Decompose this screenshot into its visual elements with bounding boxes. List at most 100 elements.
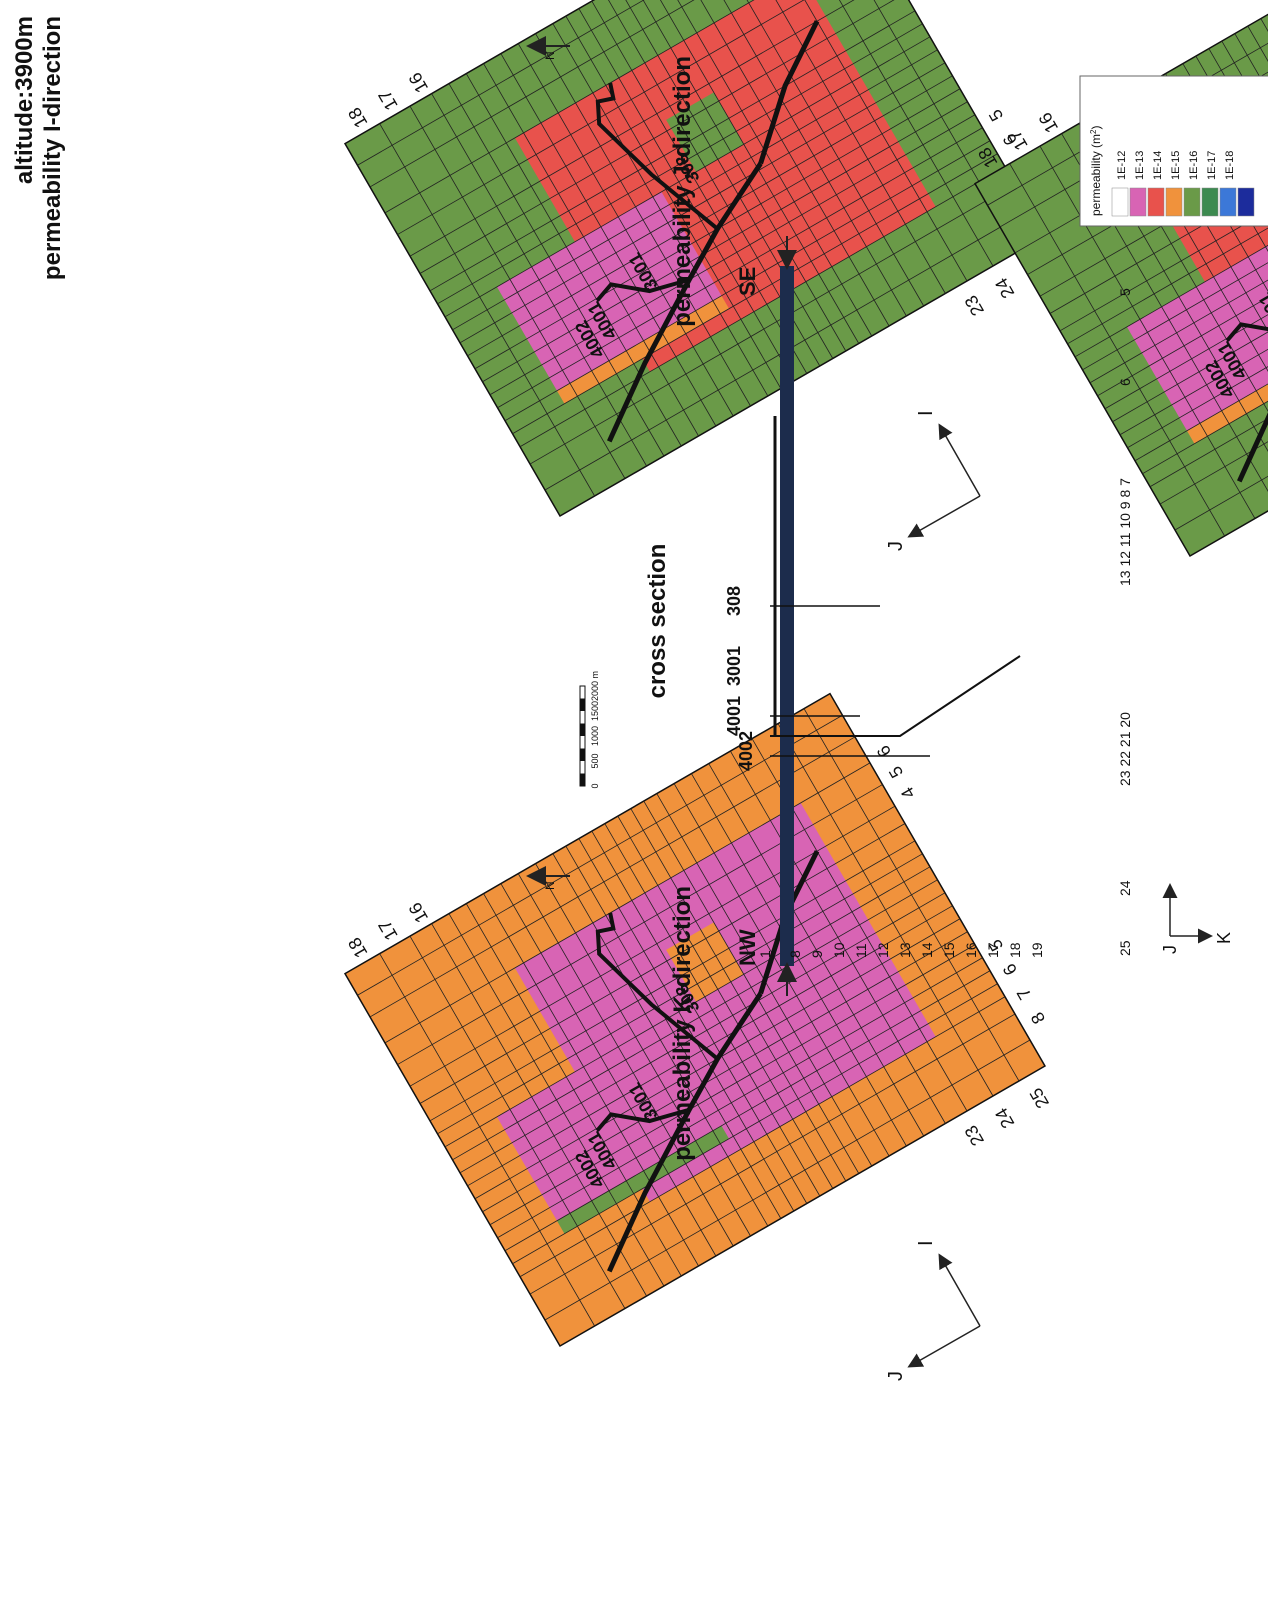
- legend-swatch: [1238, 188, 1254, 216]
- layer-label: 10: [831, 942, 847, 958]
- layer-label: 16: [963, 942, 979, 958]
- column-label: 23 22 21 20: [1117, 712, 1133, 786]
- panel-k-direction: 4002400130013082524238765456161718IJN050…: [332, 657, 1087, 1381]
- i-tick-label-left: 6: [999, 960, 1021, 979]
- layer-label: 15: [941, 942, 957, 958]
- layer-label: 19: [1029, 942, 1045, 958]
- section-axis-k-label: K: [1214, 932, 1234, 944]
- axis-j-arrow: [910, 496, 980, 536]
- axis-j-label: J: [885, 1371, 907, 1381]
- j-tick-label-right: 17: [1004, 127, 1031, 154]
- page-title: altitude:3900m: [11, 16, 38, 184]
- scale-bar-tick: 1500: [590, 701, 600, 721]
- column-label: 5: [1117, 288, 1133, 296]
- legend-swatch: [1112, 188, 1128, 216]
- legend-swatch: [1166, 188, 1182, 216]
- section-band: [780, 266, 794, 966]
- scale-bar-tick: 0: [590, 783, 600, 788]
- layer-label: 9: [809, 950, 825, 958]
- section-label-3001: 3001: [724, 646, 744, 686]
- layer-label: 14: [919, 942, 935, 958]
- legend-swatch: [1130, 188, 1146, 216]
- axis-indicator: IJ: [885, 410, 980, 551]
- i-tick-label-left: 5: [985, 106, 1007, 125]
- column-label: 13 12 11 10 9 8 7: [1117, 478, 1133, 586]
- axis-j-arrow: [910, 1326, 980, 1366]
- i-tick-label-right: 4: [897, 784, 919, 803]
- layer-label: 8: [787, 950, 803, 958]
- section-end-nw: NW: [735, 929, 760, 966]
- legend-label: 1E-18: [1224, 151, 1236, 180]
- i-tick-label-right: 5: [885, 763, 907, 782]
- legend-swatch: [1202, 188, 1218, 216]
- rotated-figure: 4002400130013082524238765456161718IJN050…: [11, 0, 1268, 1381]
- i-tick-label-left: 8: [1027, 1009, 1049, 1028]
- axis-i-arrow: [940, 1256, 980, 1326]
- legend-title: permeability (m2): [1089, 126, 1104, 216]
- j-tick-label: 24: [991, 274, 1018, 301]
- column-label: 24: [1117, 880, 1133, 896]
- scale-bar-tick: 500: [590, 753, 600, 768]
- j-tick-label-right: 18: [344, 104, 371, 131]
- layer-label: 18: [1007, 942, 1023, 958]
- panel-i-direction: 4002400130013082524238765456161718IJN050…: [332, 0, 1087, 551]
- i-tick-label-right: 6: [873, 742, 895, 761]
- legend: permeability (m2) 1E-12 1E-13 1E-14 1E-15 1E-…: [1080, 76, 1268, 226]
- legend-title-end: ): [1089, 126, 1103, 130]
- legend-swatch: [1148, 188, 1164, 216]
- legend-label: 1E-13: [1134, 151, 1146, 180]
- legend-label: 1E-17: [1206, 151, 1218, 180]
- i-tick-label-left: 7: [1013, 984, 1035, 1003]
- scale-bar-segment: [580, 724, 585, 737]
- layer-label: 12: [875, 942, 891, 958]
- scale-bar-tick: 2000 m: [590, 671, 600, 701]
- layer-label: 1: [757, 950, 773, 958]
- cross-section-title: cross section: [644, 544, 671, 699]
- section-axis-indicator: JK: [1160, 886, 1234, 954]
- j-tick-label: 23: [961, 1122, 988, 1149]
- j-tick-label: 25: [1026, 1084, 1053, 1111]
- legend-label: 1E-16: [1188, 151, 1200, 180]
- layer-label: 17: [985, 942, 1001, 958]
- axis-i-arrow: [940, 426, 980, 496]
- j-tick-label-right: 16: [405, 69, 432, 96]
- axis-j-label: J: [885, 541, 907, 551]
- axis-indicator: IJ: [885, 1240, 980, 1381]
- scale-bar-segment: [580, 699, 585, 712]
- layer-label: 13: [897, 942, 913, 958]
- j-tick-label-right: 16: [1035, 109, 1062, 136]
- scale-bar-tick: 1000: [590, 726, 600, 746]
- j-tick-label-right: 17: [374, 917, 401, 944]
- scale-bar-segment: [580, 749, 585, 762]
- layer-label: 11: [853, 943, 869, 958]
- section-label-4001: 4001: [724, 696, 744, 736]
- legend-label: 1E-15: [1170, 151, 1182, 180]
- j-tick-label: 24: [991, 1104, 1018, 1131]
- column-label: 6: [1117, 378, 1133, 386]
- axis-i-label: I: [915, 1240, 937, 1246]
- column-label: 25: [1117, 940, 1133, 956]
- section-end-se: SE: [735, 267, 760, 296]
- legend-label: 1E-14: [1152, 151, 1164, 180]
- scale-bar-segment: [580, 774, 585, 787]
- panel-k-title: permeability K-direction: [669, 886, 696, 1161]
- north-label: N: [543, 881, 557, 890]
- j-tick-label: 23: [961, 292, 988, 319]
- j-tick-label-right: 16: [405, 899, 432, 926]
- legend-label: 1E-12: [1116, 151, 1128, 180]
- panel-i-title: permeability I-direction: [39, 16, 66, 280]
- j-tick-label-right: 17: [374, 87, 401, 114]
- j-tick-label-right: 18: [344, 934, 371, 961]
- axis-i-label: I: [915, 410, 937, 416]
- north-label: N: [543, 51, 557, 60]
- panel-j-title: permeability J-direction: [669, 56, 696, 327]
- legend-swatch: [1184, 188, 1200, 216]
- legend-swatch: [1220, 188, 1236, 216]
- section-label-308: 308: [724, 586, 744, 616]
- section-axis-j-label: J: [1160, 945, 1180, 954]
